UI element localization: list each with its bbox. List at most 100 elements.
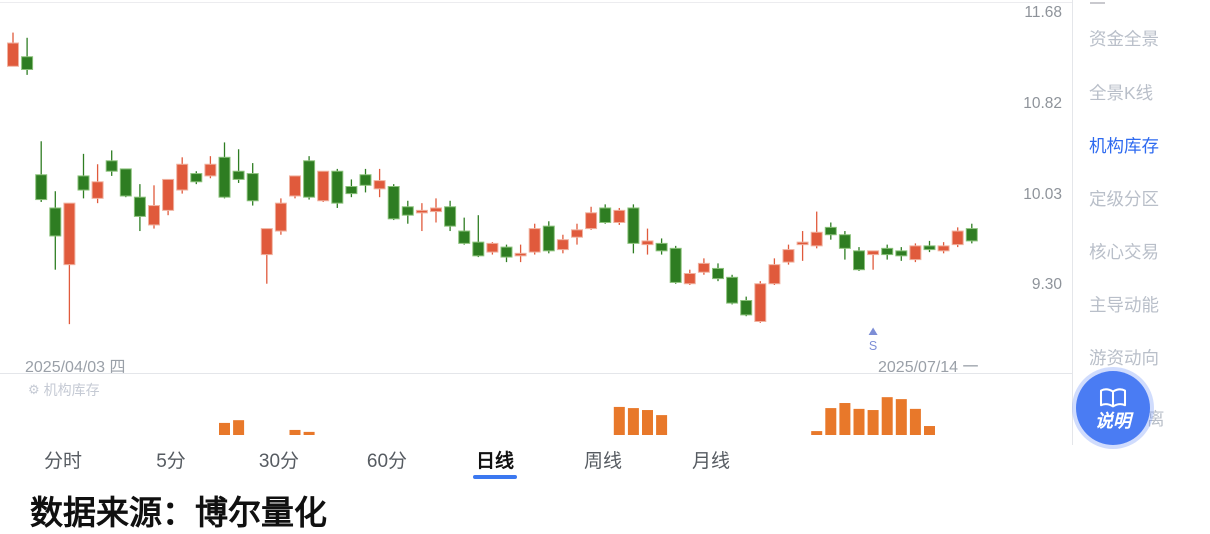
tab-label: 日线 [475, 451, 514, 472]
candle-down [303, 156, 316, 200]
candle-down [655, 238, 668, 255]
candle-down [740, 296, 753, 317]
kline-panel: S 11.68 10.82 10.03 9.30 2025/04/03 四 20… [0, 0, 1105, 531]
candle-up [7, 32, 19, 67]
candle-up [317, 170, 330, 202]
candle-up [260, 228, 273, 284]
data-source-text: 数据来源：博尔量化 [30, 494, 327, 531]
candle-down [218, 142, 231, 199]
candle-down [444, 200, 457, 232]
x-axis-end-date: 2025/07/14 一 [878, 359, 979, 376]
inventory-bar [656, 415, 668, 435]
subchart-legend-label: 机构库存 [43, 382, 100, 398]
candle-down [359, 168, 372, 193]
candle-down [712, 263, 724, 282]
inventory-bar [825, 408, 837, 435]
candle-up [430, 198, 442, 223]
candle-up [683, 269, 696, 285]
candle-up [148, 185, 160, 229]
candle-up [585, 206, 598, 230]
candlestick-chart[interactable]: S [0, 0, 1072, 440]
candle-up [556, 234, 569, 254]
sidebar-item-hot-money-trend[interactable]: 游资动向 [1089, 348, 1159, 368]
candle-down [345, 179, 358, 198]
candle-down [853, 247, 865, 271]
sidebar-item-kline-panorama[interactable]: 全景K线 [1089, 83, 1154, 103]
inventory-bar [924, 426, 935, 435]
candle-down [21, 37, 34, 75]
candle-down [246, 163, 259, 206]
sidebar-item-partial-li[interactable]: 离 [1147, 409, 1165, 429]
inventory-bar [289, 429, 301, 435]
sidebar-item-core-trading[interactable]: 核心交易 [1089, 242, 1159, 262]
candle-down [726, 274, 739, 305]
candle-up [204, 156, 217, 179]
candle-down [599, 204, 612, 224]
candle-down [500, 244, 513, 263]
tab-60min[interactable]: 60分 [344, 446, 430, 473]
candle-up [373, 168, 386, 198]
candle-down [401, 200, 414, 224]
candle-up [571, 223, 583, 245]
tab-weekly[interactable]: 周线 [560, 446, 646, 473]
candle-down [881, 244, 894, 260]
candle-down [895, 247, 908, 261]
candle-up [91, 164, 104, 204]
candle-down [627, 204, 640, 254]
signal-label: S [869, 339, 877, 353]
subchart-divider [0, 373, 1072, 374]
inventory-bar [853, 408, 865, 435]
tab-5min[interactable]: 5分 [128, 446, 214, 473]
period-tab-bar: 分时 5分 30分 60分 日线 周线 月线 [20, 446, 776, 479]
sidebar-item-dominant-momentum[interactable]: 主导动能 [1089, 295, 1159, 315]
sidebar-item-grading-zone[interactable]: 定级分区 [1089, 189, 1159, 209]
candle-down [232, 149, 245, 183]
candle-down [542, 221, 555, 254]
signal-marker: S [868, 327, 878, 353]
help-button[interactable]: 说明 [1076, 371, 1150, 445]
candle-up [274, 198, 287, 235]
scroll-indicator[interactable] [1090, 2, 1105, 4]
inventory-bar [811, 431, 823, 435]
candle-up [796, 231, 809, 261]
candle-down [838, 231, 851, 260]
inventory-bar [839, 403, 851, 435]
candle-up [289, 175, 301, 199]
candle-up [909, 243, 922, 263]
candle-up [867, 250, 880, 270]
inventory-bar [895, 399, 907, 435]
candle-up [514, 244, 527, 263]
help-button-label: 说明 [1095, 411, 1131, 431]
candle-up [162, 178, 175, 216]
candle-down [105, 150, 118, 176]
candle-down [119, 168, 132, 198]
tab-minute[interactable]: 分时 [20, 446, 106, 473]
candle-up [697, 258, 710, 275]
tab-monthly[interactable]: 月线 [668, 446, 754, 473]
candle-down [472, 215, 485, 258]
sidebar-item-fund-panorama[interactable]: 资金全景 [1089, 29, 1159, 49]
tab-30min[interactable]: 30分 [236, 446, 322, 473]
candle-down [669, 245, 682, 284]
tab-label: 60分 [366, 451, 408, 472]
y-axis-tick: 10.82 [1023, 95, 1062, 113]
active-tab-underline [473, 475, 517, 479]
candle-down [824, 222, 837, 240]
tab-daily[interactable]: 日线 [452, 446, 538, 479]
y-axis-tick: 9.30 [1031, 276, 1062, 293]
sidebar-menu: 资金全景 全景K线 机构库存 定级分区 核心交易 主导动能 游资动向 离 [1072, 0, 1210, 534]
sidebar-divider [1072, 0, 1073, 445]
candle-up [613, 207, 626, 225]
inventory-bar [627, 408, 639, 435]
tab-label: 5分 [156, 451, 186, 472]
inventory-bar [867, 410, 879, 435]
y-axis-tick: 10.03 [1023, 185, 1062, 203]
inventory-bar [219, 422, 230, 435]
sidebar-item-institutional-inventory[interactable]: 机构库存 [1089, 136, 1159, 156]
candle-up [63, 202, 76, 325]
candle-up [782, 244, 795, 265]
open-book-icon [1099, 388, 1127, 408]
gear-icon[interactable]: ⚙ [28, 382, 40, 397]
candle-up [486, 242, 499, 255]
inventory-bar [303, 431, 315, 435]
